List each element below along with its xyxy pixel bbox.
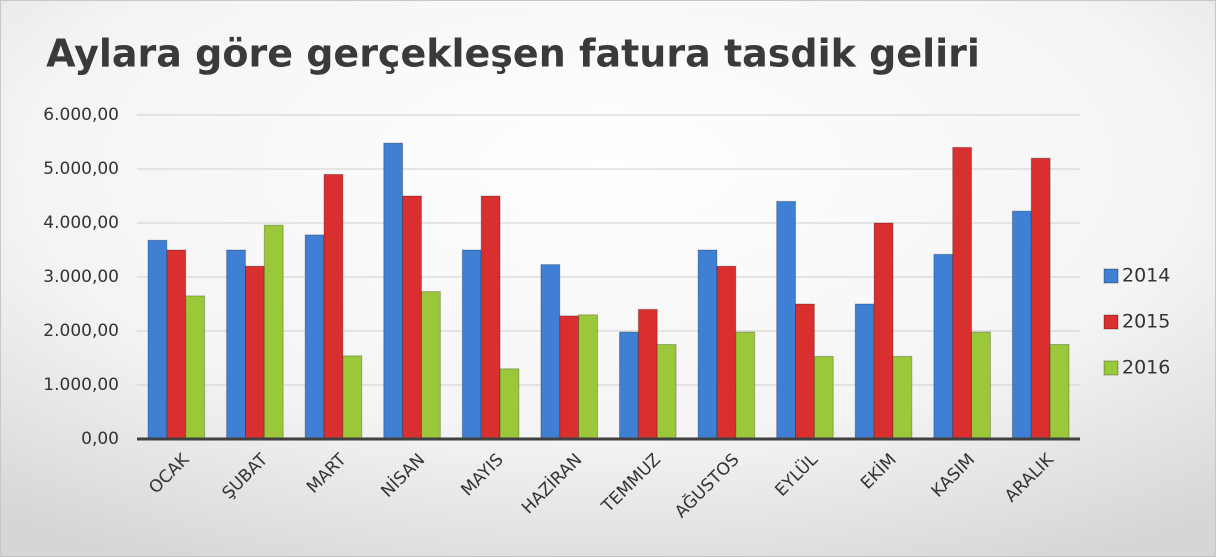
bar xyxy=(304,234,325,440)
bar xyxy=(559,315,580,440)
bar xyxy=(1049,344,1070,440)
bar xyxy=(637,308,658,440)
bar xyxy=(461,249,482,440)
y-tick-label: 0,00 xyxy=(81,429,119,449)
chart-title: Aylara göre gerçekleşen fatura tasdik ge… xyxy=(46,32,980,76)
bar xyxy=(813,355,834,440)
legend-label: 2016 xyxy=(1122,357,1170,379)
y-tick-label: 4.000,00 xyxy=(43,213,119,233)
bar xyxy=(578,314,598,440)
legend-swatch xyxy=(1103,314,1119,330)
bar xyxy=(166,249,187,440)
bar xyxy=(540,264,561,440)
bar xyxy=(383,142,404,440)
bar xyxy=(873,222,894,440)
bar xyxy=(776,200,797,440)
bar xyxy=(420,291,441,440)
bar xyxy=(952,146,973,440)
bar xyxy=(854,303,875,440)
bar xyxy=(244,265,265,440)
y-tick-label: 1.000,00 xyxy=(43,375,119,395)
bar xyxy=(480,195,501,440)
legend-label: 2014 xyxy=(1122,265,1170,287)
bar xyxy=(892,355,913,440)
y-tick-label: 5.000,00 xyxy=(43,159,119,179)
bar xyxy=(795,303,815,440)
bar xyxy=(971,331,991,440)
bar xyxy=(1011,210,1032,440)
bar xyxy=(342,355,363,440)
bar xyxy=(1030,157,1051,440)
bar xyxy=(185,295,206,440)
bar xyxy=(263,224,284,440)
y-tick-label: 3.000,00 xyxy=(43,267,119,287)
bar xyxy=(933,253,954,440)
bar xyxy=(619,331,639,440)
bar xyxy=(402,195,422,440)
legend-label: 2015 xyxy=(1122,311,1170,333)
bar xyxy=(656,344,677,440)
y-tick-label: 6.000,00 xyxy=(43,105,119,125)
y-tick-label: 2.000,00 xyxy=(43,321,119,341)
legend-swatch xyxy=(1103,268,1119,284)
bar xyxy=(735,331,756,440)
bar xyxy=(499,368,520,440)
legend-swatch xyxy=(1103,360,1119,376)
bar xyxy=(147,239,168,440)
bar xyxy=(697,249,718,440)
bar xyxy=(323,173,344,440)
bar xyxy=(226,249,246,440)
bar xyxy=(716,265,737,440)
